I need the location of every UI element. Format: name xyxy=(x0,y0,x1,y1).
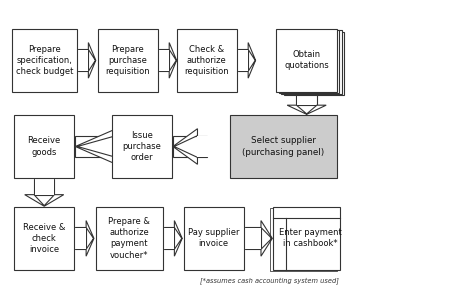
Bar xyxy=(164,228,174,249)
Text: Obtain
quotations: Obtain quotations xyxy=(284,50,329,70)
Bar xyxy=(115,136,172,157)
Polygon shape xyxy=(86,221,94,256)
Bar xyxy=(281,30,341,94)
Bar xyxy=(78,50,88,71)
Polygon shape xyxy=(75,129,116,164)
Polygon shape xyxy=(173,129,198,164)
Bar xyxy=(183,207,244,270)
Bar xyxy=(14,115,74,178)
Bar xyxy=(173,136,207,157)
Polygon shape xyxy=(287,105,326,114)
Polygon shape xyxy=(248,42,255,78)
Text: Pay supplier
invoice: Pay supplier invoice xyxy=(188,228,239,248)
Bar xyxy=(159,50,169,71)
Bar xyxy=(75,228,86,249)
Text: Issue
purchase
order: Issue purchase order xyxy=(122,131,161,162)
Polygon shape xyxy=(261,221,272,256)
Bar xyxy=(159,50,169,71)
Text: Enter payment
in cashbook*: Enter payment in cashbook* xyxy=(279,228,342,248)
Bar xyxy=(279,30,339,93)
Bar xyxy=(12,29,77,92)
Bar xyxy=(246,227,261,249)
Bar xyxy=(75,136,132,157)
Bar xyxy=(273,207,340,270)
Bar xyxy=(284,32,344,95)
Bar xyxy=(111,115,172,178)
Text: Prepare &
authorize
payment
voucher*: Prepare & authorize payment voucher* xyxy=(108,217,150,260)
Polygon shape xyxy=(169,42,177,78)
Text: Select supplier
(purchasing panel): Select supplier (purchasing panel) xyxy=(242,137,325,156)
Text: Check &
authorize
requisition: Check & authorize requisition xyxy=(184,45,229,76)
Bar xyxy=(177,29,237,92)
Bar xyxy=(296,93,317,105)
Bar xyxy=(246,228,261,249)
Polygon shape xyxy=(25,195,64,206)
Polygon shape xyxy=(88,42,96,78)
Text: Prepare
purchase
requisition: Prepare purchase requisition xyxy=(106,45,150,76)
Text: Receive &
check
invoice: Receive & check invoice xyxy=(23,223,65,254)
Bar xyxy=(164,227,174,249)
Bar xyxy=(14,207,74,270)
Bar xyxy=(230,115,337,178)
Bar xyxy=(75,227,86,249)
Bar xyxy=(238,50,248,71)
Bar xyxy=(98,29,158,92)
Bar xyxy=(96,207,163,270)
Polygon shape xyxy=(174,221,182,256)
Text: Prepare
specification,
check budget: Prepare specification, check budget xyxy=(16,45,73,76)
Text: Receive
goods: Receive goods xyxy=(27,137,61,156)
Bar xyxy=(238,50,248,71)
Bar xyxy=(35,179,54,195)
Bar xyxy=(276,29,337,92)
Text: [*assumes cash accounting system used]: [*assumes cash accounting system used] xyxy=(201,277,339,284)
Bar xyxy=(270,208,337,271)
Bar xyxy=(197,136,230,157)
Bar xyxy=(34,179,55,195)
Bar xyxy=(78,50,88,71)
Bar xyxy=(297,93,316,105)
